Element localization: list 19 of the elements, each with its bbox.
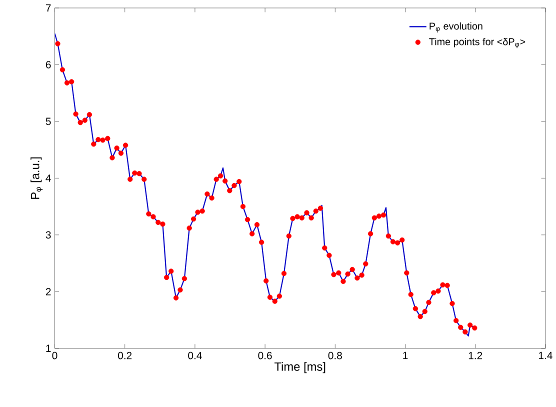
y-axis-title: P$_{φ}$ [a.u.] bbox=[30, 157, 43, 199]
x-tick-label: 0.4 bbox=[188, 352, 202, 360]
y-tick-label: 4 bbox=[46, 174, 51, 182]
legend-label: P$_{φ}$ evolution bbox=[430, 22, 482, 32]
x-tick-label: 0.2 bbox=[118, 352, 132, 360]
x-tick-label: 1.4 bbox=[539, 352, 552, 359]
x-tick-label: 0 bbox=[52, 352, 58, 360]
y-tick-label: 1 bbox=[46, 344, 51, 352]
y-tick-label: 3 bbox=[46, 231, 51, 239]
x-tick-label: 0.8 bbox=[328, 352, 342, 360]
y-tick-label: 7 bbox=[46, 4, 51, 12]
x-tick-label: 1 bbox=[403, 352, 408, 359]
x-tick-label: 0.6 bbox=[258, 352, 272, 360]
y-tick-label: 6 bbox=[46, 60, 51, 68]
x-axis-title: Time [ms] bbox=[274, 362, 326, 374]
y-tick-label: 5 bbox=[46, 118, 51, 126]
legend-label: Time points for <δP$_{φ}$> bbox=[429, 38, 526, 48]
x-tick-label: 1.2 bbox=[468, 352, 482, 360]
y-tick-label: 2 bbox=[46, 288, 51, 296]
